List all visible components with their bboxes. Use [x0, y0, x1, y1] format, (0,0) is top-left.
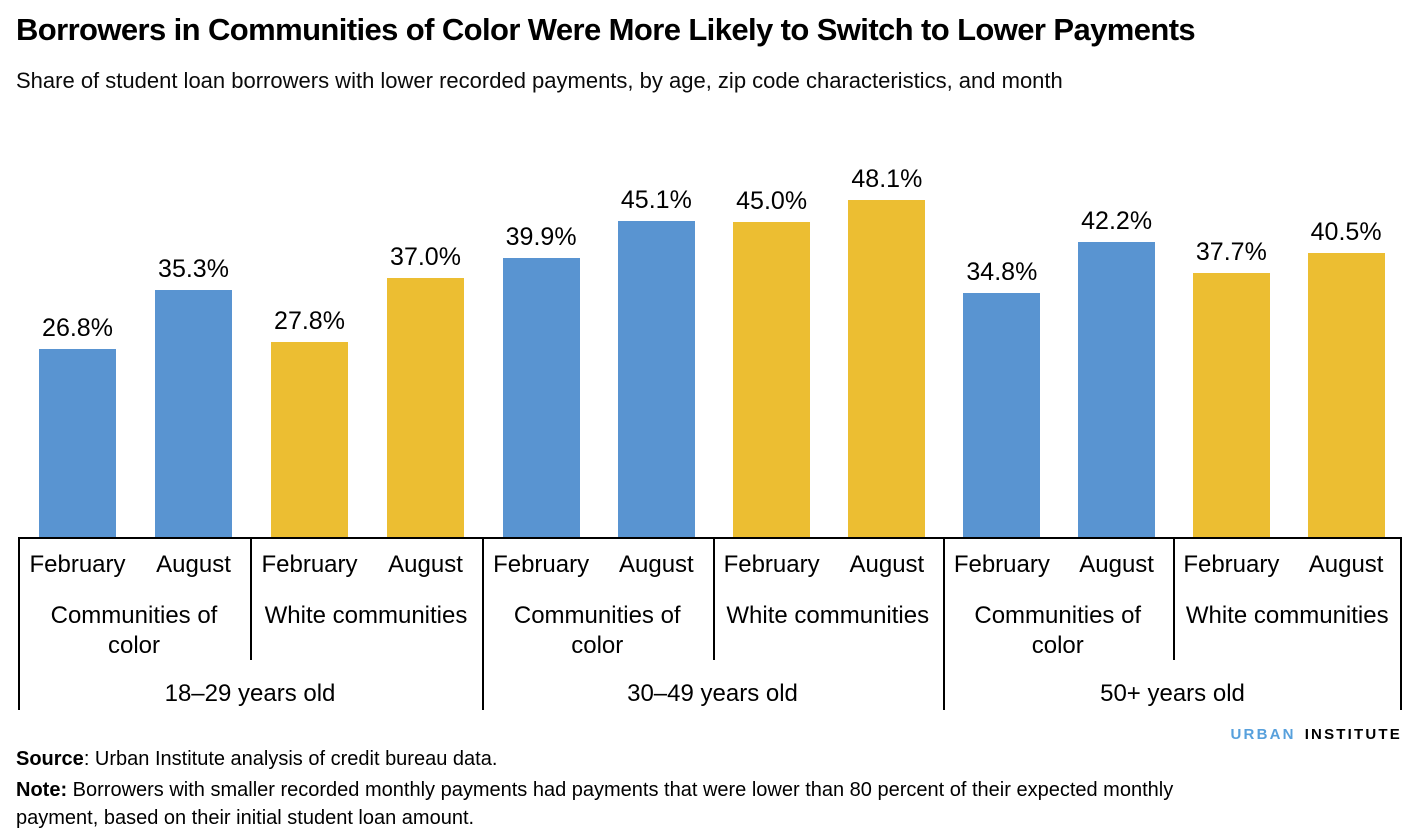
bar-white_communities-february [271, 342, 348, 537]
bar-value-label: 39.9% [505, 223, 577, 251]
source-line: Source: Urban Institute analysis of cred… [16, 748, 497, 771]
age-group-label: 30–49 years old [627, 680, 798, 707]
bar-white_communities-august [387, 278, 464, 537]
month-tick-label: August [156, 551, 231, 578]
community-group-label: Communities of color [50, 602, 218, 659]
community-group-label: Communities of color [513, 602, 681, 659]
age-group-label: 50+ years old [1100, 680, 1245, 707]
note-label: Note: [16, 779, 68, 801]
bar-communities_of_color-february [502, 258, 580, 537]
bar-value-label: 48.1% [851, 165, 923, 193]
source-text: : Urban Institute analysis of credit bur… [83, 748, 498, 770]
community-group-divider [1172, 537, 1175, 660]
bar-value-label: 42.2% [1081, 207, 1153, 235]
community-group-label: White communities [1185, 602, 1389, 629]
note-text: Borrowers with smaller recorded monthly … [16, 779, 1174, 829]
bar-white_communities-august [1307, 253, 1385, 537]
bar-value-label: 34.8% [966, 258, 1038, 286]
bar-communities_of_color-february [39, 349, 116, 537]
chart-subtitle: Share of student loan borrowers with low… [16, 68, 1063, 93]
age-group-divider [943, 537, 945, 710]
community-group-label: Communities of color [974, 602, 1142, 659]
bar-value-label: 37.0% [390, 243, 461, 271]
bar-value-label: 26.8% [42, 314, 113, 342]
community-group-divider [250, 537, 252, 660]
x-axis-line [18, 537, 1402, 539]
bar-value-label: 27.8% [274, 307, 345, 335]
bar-value-label: 45.1% [620, 186, 692, 214]
age-group-divider [482, 537, 484, 710]
chart-title: Borrowers in Communities of Color Were M… [16, 12, 1196, 47]
source-label: Source [16, 748, 84, 770]
month-tick-label: February [493, 551, 590, 578]
bar-white_communities-february [733, 222, 811, 537]
month-tick-label: February [29, 551, 126, 578]
bar-white_communities-august [848, 200, 926, 537]
bar-value-label: 45.0% [736, 187, 808, 215]
month-tick-label: February [723, 551, 820, 578]
urban-institute-logo: URBAN INSTITUTE [1231, 726, 1402, 743]
community-group-divider [712, 537, 715, 660]
bar-communities_of_color-august [1078, 242, 1156, 537]
age-group-divider [1400, 537, 1402, 710]
month-tick-label: August [619, 551, 694, 578]
logo-word-urban: URBAN [1230, 726, 1296, 743]
bar-communities_of_color-august [155, 290, 232, 537]
bar-communities_of_color-august [617, 221, 695, 537]
community-group-label: White communities [264, 602, 468, 629]
month-tick-label: August [388, 551, 463, 578]
bar-communities_of_color-february [963, 293, 1041, 537]
note-line: Note: Borrowers with smaller recorded mo… [16, 776, 1196, 832]
bar-value-label: 40.5% [1310, 218, 1382, 246]
month-tick-label: February [953, 551, 1050, 578]
age-group-divider [18, 537, 20, 710]
month-tick-label: August [1308, 551, 1384, 578]
month-tick-label: August [1079, 551, 1154, 578]
community-group-label: White communities [726, 602, 930, 629]
month-tick-label: February [261, 551, 358, 578]
bar-value-label: 37.7% [1195, 238, 1267, 266]
bar-value-label: 35.3% [158, 255, 229, 283]
age-group-label: 18–29 years old [164, 680, 336, 707]
logo-word-institute: INSTITUTE [1304, 726, 1402, 743]
bar-white_communities-february [1192, 273, 1270, 537]
month-tick-label: February [1183, 551, 1280, 578]
month-tick-label: August [849, 551, 925, 578]
